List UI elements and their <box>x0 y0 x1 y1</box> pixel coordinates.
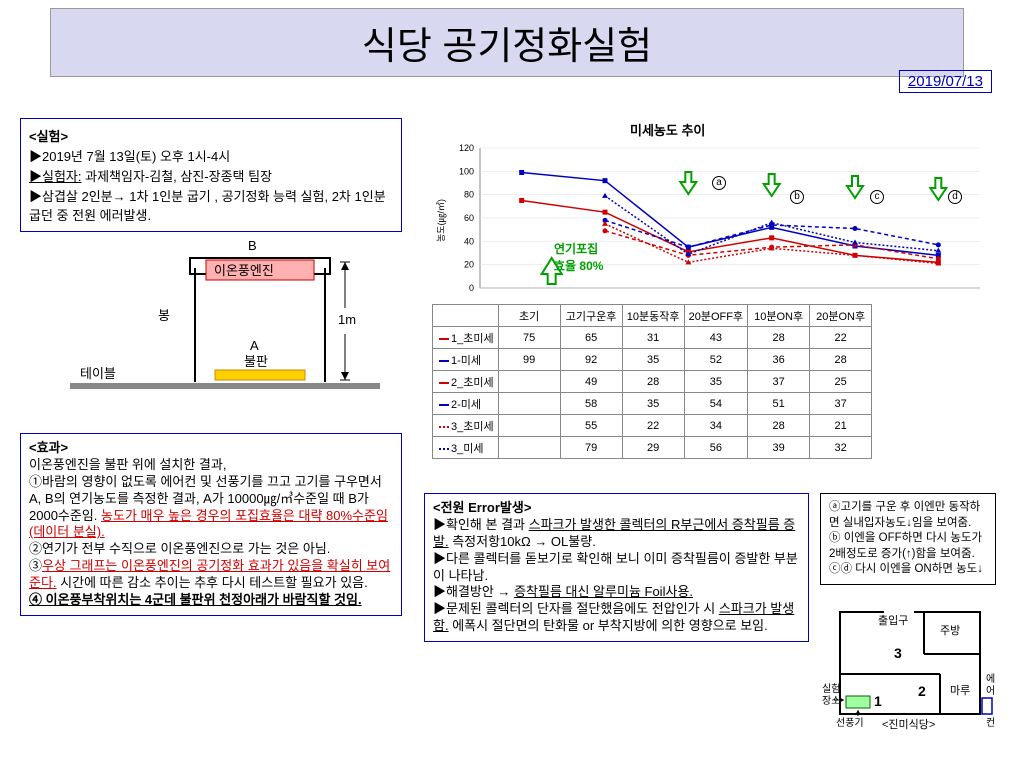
annotation-box: ⓐ고기를 구운 후 이엔만 동작하면 실내입자농도↓임을 보여줌. ⓑ 이엔을 … <box>820 493 996 585</box>
data-table: 초기고기구운후10분동작후20분OFF후10분ON후20분ON후 1_초미세75… <box>432 304 872 459</box>
svg-text:0: 0 <box>469 283 474 293</box>
svg-text:장소: 장소 <box>822 695 840 707</box>
title-bar: 식당 공기정화실험 <box>50 8 964 77</box>
b-label: B <box>248 238 257 253</box>
error-box: <전원 Error발생> ▶확인해 본 결과 스파크가 발생한 콜렉터의 R부근… <box>424 493 809 642</box>
marker-c: c <box>870 190 884 204</box>
svg-text:40: 40 <box>464 236 474 246</box>
svg-text:2: 2 <box>918 683 926 699</box>
experiment-heading: <실험> <box>29 126 393 145</box>
effect-box: <효과> 이온풍엔진을 불판 위에 설치한 결과, ①바람의 영향이 없도록 에… <box>20 433 402 616</box>
date-box: 2019/07/13 <box>899 70 992 93</box>
svg-text:80: 80 <box>464 190 474 200</box>
experiment-line2: ▶실험자: 과제책임자-김철, 삼진-장종택 팀장 <box>29 166 393 185</box>
svg-text:<진미식당>: <진미식당> <box>882 718 935 731</box>
marker-a: a <box>712 176 726 190</box>
svg-text:실험: 실험 <box>822 683 840 695</box>
marker-b: b <box>790 190 804 204</box>
error-heading: <전원 Error발생> <box>433 500 800 517</box>
height-label: 1m <box>338 312 356 327</box>
marker-d: d <box>948 190 962 204</box>
line-chart: 0 20 40 60 80 100 120 농도(㎍/㎥) <box>430 138 990 303</box>
page-title: 식당 공기정화실험 <box>51 15 963 70</box>
table-label: 테이블 <box>80 366 116 381</box>
plate-label-text: 불판 <box>244 354 268 369</box>
svg-text:100: 100 <box>459 166 474 176</box>
experiment-line3: ▶삼겹살 2인분→ 1차 1인분 굽기 , 공기정화 능력 실험, 2차 1인분… <box>29 186 393 224</box>
effect-heading: <효과> <box>29 440 393 457</box>
svg-text:선풍기: 선풍기 <box>836 717 864 729</box>
svg-text:120: 120 <box>459 143 474 153</box>
svg-text:에: 에 <box>986 673 995 685</box>
setup-diagram: 테이블 이온풍엔진 B 불판 A 봉 1m <box>40 228 400 408</box>
svg-text:농도(㎍/㎥): 농도(㎍/㎥) <box>436 199 447 242</box>
rod-label: 봉 <box>158 308 170 323</box>
a-label: A <box>250 338 259 353</box>
svg-text:출입구: 출입구 <box>878 614 908 627</box>
experiment-box: <실험> ▶2019년 7월 13일(토) 오후 1시-4시 ▶실험자: 과제책… <box>20 118 402 232</box>
svg-text:마루: 마루 <box>950 684 970 697</box>
svg-text:1: 1 <box>874 693 882 709</box>
floor-plan: 출입구 주방 3 2 마루 1 실험 장소 선풍기 에 어 컨 <진미식당> <box>822 604 1000 750</box>
smoke-efficiency-label: 연기포집 효율 80% <box>554 240 603 274</box>
svg-text:60: 60 <box>464 213 474 223</box>
chart-title: 미세농도 추이 <box>630 120 705 139</box>
svg-text:주방: 주방 <box>940 624 960 637</box>
experiment-line1: ▶2019년 7월 13일(토) 오후 1시-4시 <box>29 146 393 165</box>
svg-text:컨: 컨 <box>986 717 995 729</box>
svg-text:20: 20 <box>464 260 474 270</box>
svg-text:어: 어 <box>986 685 995 697</box>
svg-text:3: 3 <box>894 645 902 661</box>
engine-label: 이온풍엔진 <box>214 263 274 278</box>
